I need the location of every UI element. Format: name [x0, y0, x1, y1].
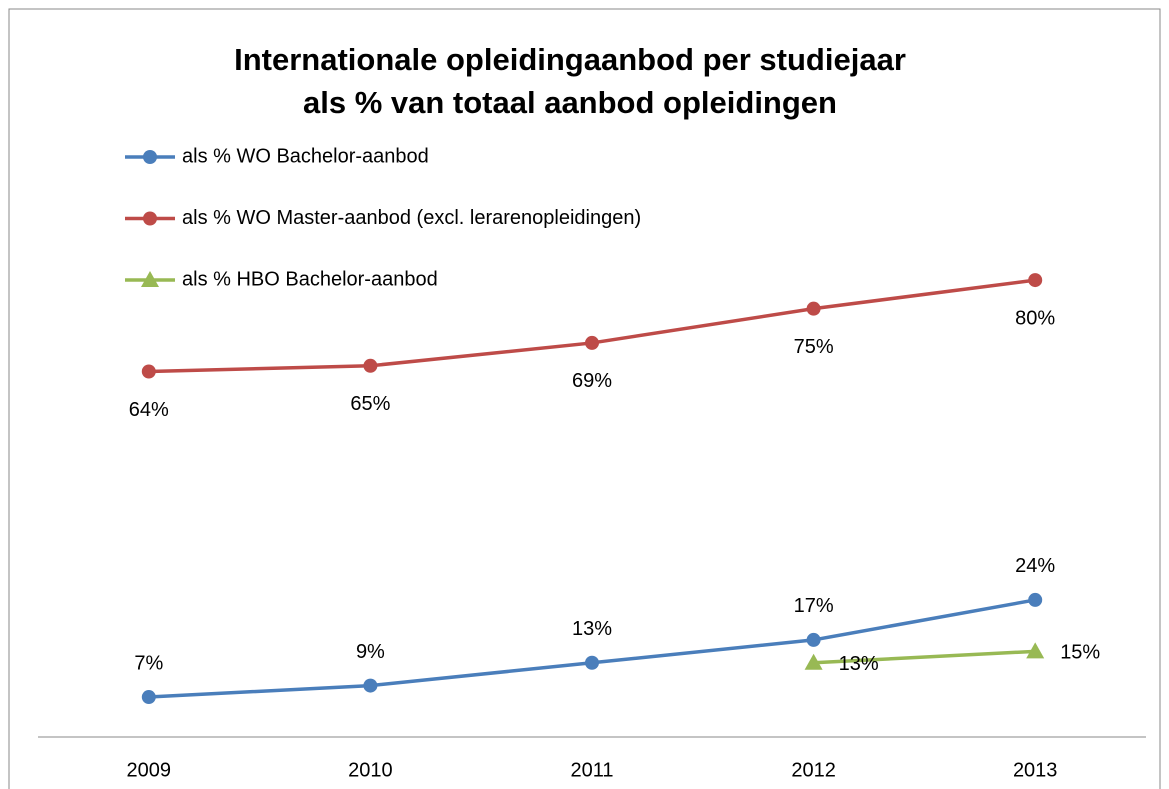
- x-tick-label: 2010: [348, 759, 393, 781]
- series-line: [813, 649, 1036, 665]
- marker: [804, 653, 823, 670]
- marker: [806, 632, 821, 647]
- legend-marker: [141, 271, 159, 287]
- data-label: 7%: [134, 652, 163, 674]
- marker: [363, 358, 378, 373]
- data-label: 17%: [794, 595, 834, 617]
- data-label: 69%: [572, 370, 612, 392]
- legend-marker: [143, 211, 157, 226]
- marker: [585, 335, 599, 350]
- marker: [1028, 592, 1043, 607]
- marker: [141, 690, 156, 705]
- data-label: 24%: [1015, 555, 1055, 577]
- data-label: 15%: [1060, 642, 1100, 664]
- legend-label: als % HBO Bachelor-aanbod: [182, 268, 438, 290]
- data-label: 9%: [356, 641, 385, 663]
- data-label: 65%: [350, 393, 390, 415]
- legend-marker: [143, 150, 157, 164]
- x-tick-label: 2012: [791, 759, 836, 781]
- data-label: 13%: [839, 653, 879, 675]
- marker: [585, 655, 599, 670]
- marker: [806, 301, 821, 316]
- series-line: [148, 278, 1036, 374]
- marker: [141, 364, 156, 379]
- legend-label: als % WO Master-aanbod (excl. lerarenopl…: [182, 207, 641, 229]
- data-label: 75%: [794, 336, 834, 358]
- x-tick-label: 2011: [570, 759, 613, 781]
- chart-frame: [8, 8, 1161, 789]
- x-tick-label: 2009: [127, 759, 172, 781]
- chart-title: als % van totaal aanbod opleidingen: [303, 85, 837, 120]
- marker: [363, 678, 378, 693]
- x-tick-label: 2013: [1013, 759, 1058, 781]
- legend-label: als % WO Bachelor-aanbod: [182, 145, 429, 167]
- data-label: 13%: [572, 618, 612, 640]
- marker: [1028, 273, 1043, 288]
- chart-title: Internationale opleidingaanbod per studi…: [234, 42, 906, 77]
- series-line: [148, 598, 1036, 699]
- data-label: 64%: [129, 399, 169, 421]
- marker: [1026, 642, 1045, 659]
- data-label: 80%: [1015, 307, 1055, 329]
